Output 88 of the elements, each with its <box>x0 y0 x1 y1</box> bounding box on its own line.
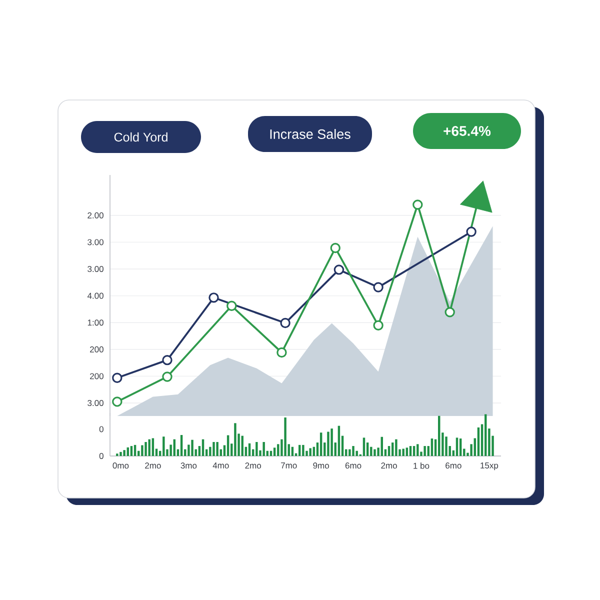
x-tick-label: 4mo <box>212 462 229 468</box>
bar <box>388 446 390 456</box>
text: 3.00 <box>88 400 104 406</box>
x-tick-label: 15xp <box>480 462 498 470</box>
x-tick-label: 2mo <box>381 462 397 469</box>
bar <box>226 435 230 456</box>
point <box>112 372 122 383</box>
text: Cold Yord <box>114 132 168 142</box>
point <box>280 318 290 328</box>
text: 200 <box>90 373 104 380</box>
bar <box>212 442 215 456</box>
bar <box>234 423 236 456</box>
bar <box>309 448 312 456</box>
point <box>162 354 172 366</box>
bar <box>352 446 354 456</box>
text: 3.00 <box>88 266 104 272</box>
bar <box>445 436 448 456</box>
bar <box>191 440 194 456</box>
bar <box>152 438 154 456</box>
text: 3.00 <box>88 239 104 246</box>
x-tick-label: 0mo <box>112 462 129 469</box>
bar <box>148 439 150 456</box>
bar <box>144 442 147 456</box>
bar <box>162 436 165 456</box>
x-tick-label: 6mo <box>345 462 362 469</box>
bar <box>438 416 440 456</box>
x-tick-label: 7mo <box>281 462 297 468</box>
bar <box>134 444 136 456</box>
bar <box>395 439 398 456</box>
bar <box>298 444 301 456</box>
bar <box>284 417 286 456</box>
x-tick-label: 3mo <box>180 462 197 469</box>
bar <box>484 414 487 456</box>
bar <box>327 432 330 456</box>
bar <box>374 449 376 456</box>
bar <box>302 444 304 456</box>
bar <box>370 446 372 456</box>
bar <box>416 444 419 456</box>
bar <box>362 438 366 456</box>
bar <box>216 442 218 456</box>
bar <box>409 446 412 456</box>
x-tick-label: 9mo <box>313 462 329 469</box>
bar <box>273 448 276 456</box>
point <box>276 347 287 358</box>
bar <box>256 442 258 456</box>
point <box>466 226 476 237</box>
text: 1:00 <box>88 320 104 326</box>
point <box>330 242 340 254</box>
point <box>334 264 344 275</box>
text: 4.00 <box>87 292 104 299</box>
bar <box>348 449 351 456</box>
bar <box>123 450 126 456</box>
bar <box>392 442 394 456</box>
point <box>412 200 423 210</box>
bar <box>338 426 340 456</box>
bar <box>430 438 434 456</box>
x-tick-label: 1 bo <box>414 462 430 469</box>
text: 2.00 <box>88 212 104 218</box>
bar <box>320 432 322 456</box>
point <box>444 307 455 318</box>
bar <box>412 446 416 456</box>
bar <box>459 438 462 456</box>
bar <box>406 448 408 456</box>
bar <box>402 448 404 456</box>
point <box>208 292 219 303</box>
text: +65.4% <box>444 126 491 136</box>
bar <box>120 452 122 456</box>
bar <box>141 445 144 456</box>
bar <box>424 446 426 456</box>
point <box>373 320 384 331</box>
text: 0 <box>99 452 104 460</box>
bar <box>180 435 183 456</box>
bar <box>262 442 265 456</box>
point <box>373 282 384 292</box>
point <box>162 372 172 382</box>
x-tick-label: 2mo <box>245 462 262 469</box>
chart-title: Incrase Sales <box>270 129 350 139</box>
text: 200 <box>90 346 104 352</box>
bar <box>130 446 133 456</box>
bar <box>477 427 480 456</box>
bar <box>380 436 383 456</box>
bar <box>456 438 458 456</box>
bar <box>330 428 333 456</box>
x-tick-label: 6mo <box>446 462 462 469</box>
point <box>226 300 237 311</box>
point <box>112 396 122 407</box>
text: 0 <box>99 426 104 432</box>
x-tick-label: 2mo <box>145 462 161 469</box>
